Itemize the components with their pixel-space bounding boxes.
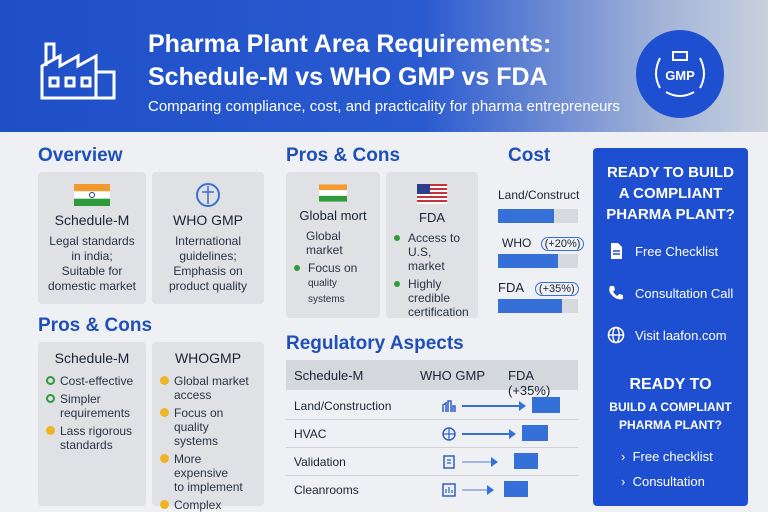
chevron-right-icon: › [621, 474, 626, 489]
overview-card-who-gmp: WHO GMP International guidelines; Emphas… [152, 172, 264, 304]
arrow-icon [462, 429, 516, 439]
table-row: Validation [286, 448, 578, 476]
consultation-chevron-link[interactable]: › Consultation [621, 474, 705, 489]
page-title: Pharma Plant Area Requirements: Schedule… [148, 30, 552, 91]
gmp-seal-icon: GMP [636, 30, 724, 118]
fan-icon [442, 427, 456, 441]
document-icon [611, 243, 622, 259]
value-bar [522, 425, 548, 441]
consultation-call-link[interactable]: Consultation Call [607, 284, 733, 302]
value-bar [504, 481, 528, 497]
page-subtitle: Comparing compliance, cost, and practica… [148, 98, 620, 115]
globe-icon [607, 326, 625, 344]
col-fda: FDA (+35%) [508, 368, 551, 398]
cost-bar-fill [498, 254, 558, 268]
building-icon [442, 400, 456, 412]
table-row: Cleanrooms [286, 476, 578, 504]
cost-label-fda: FDA (+35%) [498, 280, 579, 296]
cleanroom-icon [442, 483, 456, 497]
cta-heading: READY TO BUILD A COMPLIANT PHARMA PLANT? [606, 164, 735, 223]
phone-icon [609, 286, 623, 300]
factory-icon [40, 42, 116, 100]
list-item: Global market access [160, 374, 256, 402]
col-who-gmp: WHO GMP [420, 368, 485, 383]
pros-card-fda: FDA Access to U.S, market Highly credible c… [386, 172, 478, 319]
list-item: Global market [306, 229, 343, 257]
list-item: More expensive to implement [160, 452, 256, 494]
card-name: Schedule-M [54, 350, 130, 366]
pros-card-global: Global mort Global market Focus on quality… [286, 172, 380, 318]
card-name: WHO GMP [173, 212, 243, 228]
cost-note-who: (+20%) [540, 237, 585, 251]
cost-bar-who [498, 254, 578, 268]
card-name: FDA [419, 210, 445, 225]
card-name: WHOGMP [174, 350, 242, 366]
cta-heading-2-line1: READY TO [629, 376, 712, 393]
us-flag-icon [417, 184, 447, 204]
list-item: Focus on quality systems [160, 406, 256, 448]
arrow-icon [462, 457, 498, 467]
overview-title: Overview [38, 145, 123, 166]
cta-panel: READY TO BUILD A COMPLIANT PHARMA PLANT?… [593, 148, 748, 506]
card-desc: Legal standards in india; Suitable for d… [47, 234, 137, 293]
cost-bar-land [498, 209, 578, 223]
list-item: Complexrequirements [160, 498, 256, 512]
free-checklist-chevron-link[interactable]: › Free checklist [621, 449, 713, 464]
pros-cons-top-title: Pros & Cons [286, 145, 401, 166]
list-item: Focus on quality systems [294, 261, 372, 307]
cost-bar-fill [498, 299, 562, 313]
table-row: HVAC [286, 420, 578, 448]
header-banner: Pharma Plant Area Requirements: Schedule… [0, 0, 768, 132]
list-item: Lass rigorous standards [46, 424, 138, 452]
cost-title: Cost [508, 145, 551, 166]
card-name: Global mort [299, 208, 367, 223]
list-item: Access to U.S, market [394, 231, 470, 273]
free-checklist-link[interactable]: Free Checklist [607, 242, 718, 260]
list-item: Simpler requirements [46, 392, 138, 420]
india-flag-icon [319, 184, 347, 202]
cost-label-who: WHO (+20%) [502, 236, 585, 251]
clipboard-icon [443, 455, 455, 469]
who-emblem-icon [196, 183, 220, 207]
cta-heading-2-line2: BUILD A COMPLIANT [609, 400, 732, 414]
cost-label-land: Land/Construct [498, 188, 580, 202]
regulatory-title: Regulatory Aspects [286, 333, 464, 354]
cost-bar-fill [498, 209, 554, 223]
india-flag-icon [74, 184, 110, 206]
value-bar [532, 397, 560, 413]
list-item: Cost-effective [46, 374, 138, 388]
arrow-icon [462, 485, 494, 495]
pros-card-schedule-m: Schedule-M Cost-effective Simpler require… [38, 342, 146, 506]
list-item: Highly credible certification [394, 277, 470, 319]
cost-note-fda: (+35%) [534, 282, 579, 296]
chevron-right-icon: › [621, 449, 626, 464]
cost-bar-fda [498, 299, 578, 313]
cta-heading-2-line3: PHARMA PLANT? [619, 418, 722, 432]
pros-cons-left-title: Pros & Cons [38, 315, 153, 336]
pros-card-who-gmp: WHOGMP Global market access Focus on quali… [152, 342, 264, 512]
visit-website-link[interactable]: Visit laafon.com [607, 326, 727, 344]
card-name: Schedule-M [54, 212, 130, 228]
value-bar [514, 453, 538, 469]
table-header: Schedule-M WHO GMP FDA (+35%) [286, 360, 578, 398]
col-schedule-m: Schedule-M [294, 368, 364, 383]
seal-text: GMP [665, 68, 695, 83]
overview-card-schedule-m: Schedule-M Legal standards in india; Sui… [38, 172, 146, 304]
card-desc: International guidelines; Emphasis on pr… [168, 234, 248, 293]
arrow-icon [462, 401, 526, 411]
regulatory-table: Schedule-M WHO GMP FDA (+35%) Land/Const… [286, 360, 578, 512]
table-row: Land/Construction [286, 392, 578, 420]
